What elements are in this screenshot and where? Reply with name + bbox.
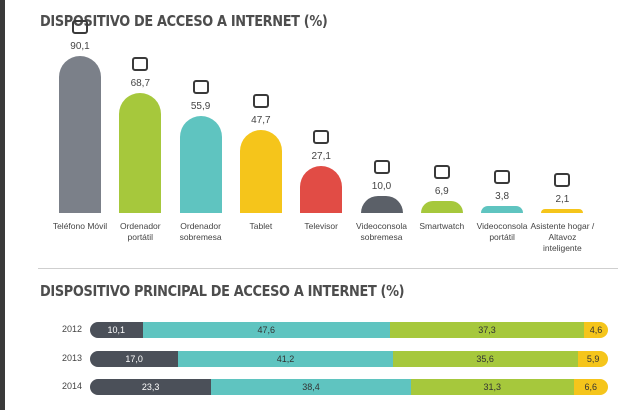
value-label: 47,6 [257,325,276,335]
bar [541,209,584,213]
bar-segment [573,379,608,395]
device-icon [192,79,209,94]
category-label: Asistente hogar / Altavoz inteligente [530,221,595,253]
bar [119,93,162,213]
bar [360,195,403,213]
year-label: 2013 [62,352,83,363]
value-label: 10,1 [107,325,126,335]
device-icon [252,94,269,108]
bar [481,206,524,213]
category-label: Tablet [249,221,273,231]
value-label: 4,6 [589,325,603,335]
year-label: 2014 [62,381,83,391]
device-icon [132,57,149,72]
device-icon [554,173,571,188]
bar-segment [410,379,574,395]
value-label: 6,9 [434,185,449,197]
value-label: 55,9 [190,100,211,112]
category-label: Teléfono Móvil [52,221,108,231]
value-label: 47,7 [251,115,271,126]
value-label: 10,0 [371,180,392,192]
bar [300,165,343,213]
bar [179,115,222,213]
value-label: 68,7 [130,78,151,90]
bar-segment [90,322,143,338]
category-label: Videoconsola sobremesa [356,221,407,242]
value-label: 27,1 [311,150,331,162]
value-label: 90,1 [70,41,90,53]
device-icon [433,164,450,179]
value-label: 38,4 [302,382,320,392]
year-label: 2012 [62,324,83,334]
chart-title: DISPOSITIVO DE ACCESO A INTERNET (%) [40,12,328,30]
value-label: 31,3 [483,382,501,392]
category-label: Videoconsola portátil [476,221,528,242]
category-label: Televisor [304,221,338,231]
value-label: 23,3 [141,382,160,392]
value-label: 35,6 [476,353,494,364]
device-icon [313,129,330,144]
value-label: 5,9 [586,353,600,364]
value-label: 37,3 [478,325,496,335]
bar [59,56,101,213]
device-icon [72,20,88,35]
bar-segment [577,350,609,367]
bar-segment [390,322,584,338]
category-label: Smartwatch [419,221,465,231]
device-icon [494,170,511,185]
bar-segment [142,322,391,338]
bar [420,200,463,213]
device-icon [373,159,390,174]
value-label: 3,8 [495,191,510,203]
bar-segment [211,379,411,395]
bar [239,130,282,213]
page-edge [0,0,5,410]
value-label: 2,1 [555,194,570,206]
bar-segment [584,322,608,338]
value-label: 41,2 [276,353,295,364]
bar-segment [90,379,212,395]
bar-segment [392,350,578,367]
chart-title: DISPOSITIVO PRINCIPAL DE ACCESO A INTERN… [40,282,405,300]
bar-segment [178,350,393,367]
divider [38,268,618,269]
value-label: 17,0 [125,353,143,364]
value-label: 6,6 [584,382,597,392]
category-label: Ordenador portátil [119,221,161,242]
bar-segment [90,350,179,367]
category-label: Ordenador sobremesa [179,221,222,242]
